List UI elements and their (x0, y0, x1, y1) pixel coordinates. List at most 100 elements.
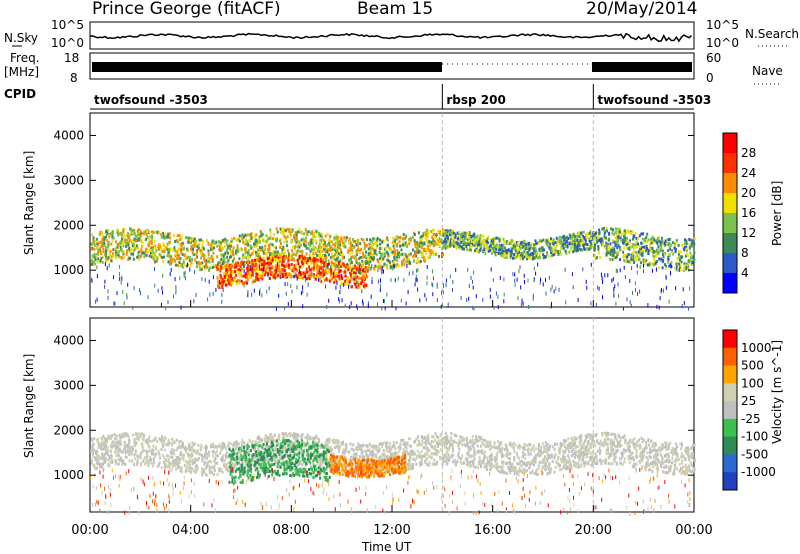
data-cell (446, 240, 449, 244)
data-cell (534, 460, 537, 464)
data-cell (669, 243, 672, 247)
data-cell (207, 259, 210, 263)
data-cell (367, 247, 370, 251)
data-cell (310, 247, 313, 251)
noise-sky-trace (89, 32, 692, 43)
data-cell (212, 275, 214, 280)
data-cell (499, 275, 501, 280)
data-cell (227, 282, 230, 286)
data-cell (486, 245, 489, 249)
data-cell (303, 242, 305, 246)
data-cell (166, 242, 169, 246)
data-cell (585, 279, 587, 284)
data-cell (228, 278, 231, 282)
data-cell (294, 231, 297, 235)
data-cell (514, 278, 516, 283)
data-cell (577, 462, 580, 466)
data-cell (241, 267, 244, 271)
data-cell (484, 251, 487, 255)
data-cell (381, 306, 383, 311)
data-cell (323, 279, 326, 282)
data-cell (429, 249, 432, 253)
data-cell (603, 441, 606, 445)
data-cell (572, 448, 575, 452)
data-cell (150, 451, 153, 455)
data-cell (362, 274, 364, 278)
data-cell (210, 248, 212, 252)
data-cell (459, 234, 462, 238)
data-cell (314, 436, 317, 440)
data-cell (162, 242, 165, 246)
data-cell (113, 301, 115, 306)
data-cell (639, 251, 642, 255)
data-cell (598, 286, 600, 291)
data-cell (257, 257, 260, 261)
data-cell (329, 249, 332, 253)
data-cell (260, 263, 263, 267)
data-cell (320, 249, 323, 253)
data-cell (619, 268, 621, 273)
data-cell (668, 264, 671, 268)
data-cell (163, 237, 166, 240)
data-cell (276, 250, 279, 254)
data-cell (115, 447, 117, 451)
data-cell (112, 255, 115, 259)
data-cell (332, 247, 335, 251)
data-cell (349, 248, 352, 252)
data-cell (333, 273, 336, 277)
data-cell (622, 250, 625, 254)
data-cell (314, 235, 317, 239)
data-cell (286, 235, 289, 239)
data-cell (360, 271, 363, 275)
data-cell (180, 470, 183, 474)
data-cell (284, 229, 287, 232)
data-cell (396, 244, 399, 248)
data-cell (181, 252, 184, 256)
data-cell (570, 236, 573, 240)
data-cell (180, 446, 183, 449)
data-cell (204, 264, 207, 268)
data-cell (155, 452, 158, 456)
data-cell (580, 462, 583, 466)
data-cell (212, 442, 215, 446)
data-cell (126, 293, 128, 297)
data-cell (378, 265, 381, 269)
data-cell (472, 234, 475, 238)
data-cell (306, 292, 308, 297)
data-cell (217, 280, 220, 284)
data-cell (97, 441, 100, 445)
data-cell (422, 232, 425, 235)
data-cell (390, 247, 392, 251)
data-cell (629, 230, 632, 234)
data-cell (197, 246, 200, 250)
data-cell (114, 301, 116, 306)
data-cell (680, 255, 683, 259)
nsearch-label: N.Search (745, 27, 799, 41)
data-cell (467, 242, 470, 246)
data-cell (273, 258, 276, 261)
data-cell (514, 272, 516, 277)
data-cell (154, 246, 157, 250)
data-cell (590, 236, 593, 240)
data-cell (306, 233, 309, 237)
data-cell (497, 439, 500, 443)
data-cell (667, 238, 670, 242)
data-cell (337, 261, 340, 265)
data-cell (373, 237, 376, 241)
data-cell (182, 458, 185, 462)
data-cell (600, 240, 603, 244)
data-cell (291, 289, 293, 294)
data-cell (431, 249, 434, 253)
data-cell (285, 291, 287, 296)
data-cell (502, 250, 505, 254)
data-cell (103, 447, 106, 451)
data-cell (619, 247, 622, 251)
data-cell (288, 266, 291, 270)
data-cell (636, 245, 638, 249)
data-cell (281, 263, 284, 267)
data-cell (521, 254, 524, 258)
data-cell (175, 252, 178, 256)
data-cell (315, 263, 318, 267)
data-cell (458, 239, 461, 243)
data-cell (446, 234, 448, 238)
